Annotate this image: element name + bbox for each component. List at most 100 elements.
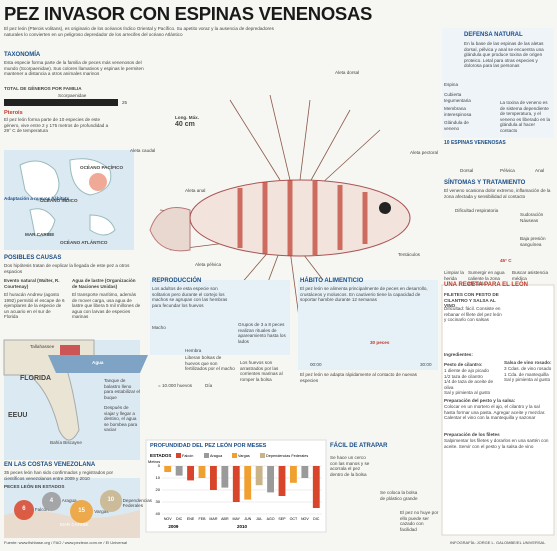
state-name: Vargas xyxy=(94,508,109,514)
legend-swatch xyxy=(232,453,237,458)
label: Los huevos son arrastrados por las corri… xyxy=(240,360,283,382)
legend-swatch xyxy=(176,453,181,458)
genus: Pterois xyxy=(4,110,23,116)
y-axis-label: Metros xyxy=(148,459,160,464)
y-tick-label: 10 xyxy=(156,475,161,480)
text: El pez león se alimenta principalmente d… xyxy=(300,286,428,302)
subheading: Ingredientes: xyxy=(444,352,473,357)
symptom: Náuseas xyxy=(520,218,539,223)
x-tick-label: ABR xyxy=(221,517,229,521)
list-item: 1/2 taza de cilantro xyxy=(444,373,483,379)
legend-label: Dependencias Federales xyxy=(266,454,308,458)
length-label: Long. Máx. xyxy=(175,115,199,120)
x-tick-label: AGO xyxy=(267,517,275,521)
length: 40 cm xyxy=(175,121,195,128)
y-tick-label: 0 xyxy=(158,463,161,468)
bar xyxy=(164,466,172,472)
state-circle: 10 xyxy=(100,490,122,512)
text: 35 peces león han sido confirmados y reg… xyxy=(4,470,114,481)
map-label: OCÉANO ÍNDICO xyxy=(40,198,78,203)
spine-label: Dorsal xyxy=(460,168,474,173)
state-name: Aragua xyxy=(61,498,77,504)
list-item: 3 Cdas. de vino rosado xyxy=(504,366,552,371)
subheading: Pesto de cilantro: xyxy=(444,362,483,367)
x-tick-label: MAR xyxy=(209,517,217,521)
text: Los adultos de esta especie son solitari… xyxy=(152,286,228,308)
legend-label: Aragua xyxy=(210,454,223,458)
year-label: 2010 xyxy=(237,524,248,529)
heading: FÁCIL DE ATRAPAR xyxy=(330,443,388,449)
x-tick-label: JUN xyxy=(244,517,251,521)
dish: FILETES CON PESTO DE CILANTRO Y SALSA AL… xyxy=(444,292,499,308)
x-tick-label: ENE xyxy=(187,517,195,521)
label: Grupos de 3 a 8 peces realizan rituales … xyxy=(238,322,286,344)
bar xyxy=(267,466,274,493)
bar-value: 25 xyxy=(122,100,128,105)
subheading: PECES LEÓN EN ESTADOS xyxy=(4,484,65,489)
list-item: Sal y pimienta al gusto xyxy=(504,377,551,382)
x-tick-label: SEP xyxy=(278,517,286,521)
state-name: Dependencias Federales xyxy=(122,497,152,509)
y-tick-label: 40 xyxy=(156,511,161,516)
map-label: MAR CARIBE xyxy=(25,232,55,237)
heading: 10 ESPINAS VENENOSAS xyxy=(444,140,506,146)
fin-label: Tentáculos xyxy=(398,252,420,257)
subheading: Preparación del pesto y la salsa: xyxy=(444,398,516,403)
heading: UNA RECETA PARA EL LEÓN xyxy=(444,282,529,288)
bar xyxy=(244,466,252,500)
bar xyxy=(278,466,286,496)
legend: = 10.000 huevos xyxy=(158,383,193,388)
heading: HÁBITO ALIMENTICIO xyxy=(300,278,364,284)
part-label: Cubierta tegumentaria xyxy=(444,92,471,103)
bar xyxy=(187,466,194,481)
place: FLORIDA xyxy=(20,375,52,382)
bar xyxy=(175,466,183,476)
step: Se hace un cerco con las manos y se acor… xyxy=(330,455,370,477)
state-name: Falcón xyxy=(34,506,49,512)
subheading: Preparación de los filetes xyxy=(444,432,500,437)
part-label: Membrana interespinosa xyxy=(444,106,472,117)
heading: REPRODUCCIÓN xyxy=(152,278,202,284)
spine-label: Pélvica xyxy=(500,168,515,173)
step: Sumergir en agua caliente la zona afecta… xyxy=(468,270,505,286)
symptom: Baja presión sanguínea xyxy=(520,236,546,247)
sea-label: MAR CARIBE xyxy=(60,522,89,527)
x-tick-label: JUL xyxy=(256,517,262,521)
part-label: Glándula de veneno xyxy=(444,120,469,131)
y-tick-label: 30 xyxy=(156,499,161,504)
ship-label: Tanque de balastro lleno para estabiliza… xyxy=(104,378,141,400)
legend-label: Falcón xyxy=(182,454,193,458)
time: 30:00 xyxy=(420,362,432,367)
x-tick-label: OCT xyxy=(290,517,298,521)
depth-chart: ESTADOS Falcón Aragua Vargas Dependencias Fe… xyxy=(148,453,322,529)
x-tick-label: MAY xyxy=(233,517,241,521)
map-label: OCÉANO ATLÁNTICO xyxy=(60,240,108,245)
text: Salpimentar los filetes y dorarlos en un… xyxy=(444,438,549,449)
text: Dificultad: fácil. Consiste en rebanar e… xyxy=(444,306,502,322)
heading: POSIBLES CAUSAS xyxy=(4,255,62,261)
genus-bar xyxy=(4,99,118,106)
x-tick-label: DIC xyxy=(176,517,183,521)
list: 3 Cdas. de vino rosado 1 Cda. de mantequi… xyxy=(504,366,554,383)
state-circle: 6 xyxy=(14,500,34,520)
text: Colocar en un mortero el ajo, el cilantr… xyxy=(444,404,546,420)
bar-caption: Scorpaenidae xyxy=(58,93,87,98)
credit: INFOGRAFÍA: JORGE L. GALOMBE/EL UNIVERSA… xyxy=(450,540,546,545)
ship-label: Después de viajar y llegar a destino, el… xyxy=(104,405,138,432)
x-tick-label: NOV xyxy=(301,517,309,521)
part-label: Espina xyxy=(444,82,459,87)
subheading: Salsa de vino rosado: xyxy=(504,360,552,365)
subheading: Adaptación a nuevos hábitats xyxy=(4,196,70,201)
y-tick-label: 20 xyxy=(156,487,161,492)
bar xyxy=(210,466,217,490)
year-label: 2009 xyxy=(168,524,179,529)
place: Bahía Biscayne xyxy=(50,440,82,445)
text: Esta especie forma parte de la familia d… xyxy=(4,60,144,76)
intro: El pez león (Pterois volitans), es origi… xyxy=(4,26,274,37)
state-circle: 15 xyxy=(70,500,94,524)
map-label: OCÉANO PACÍFICO xyxy=(80,165,124,170)
fin-label: Aleta pélvica xyxy=(195,262,222,267)
text: El veneno ocasiona dolor extremo, inflam… xyxy=(444,188,551,199)
